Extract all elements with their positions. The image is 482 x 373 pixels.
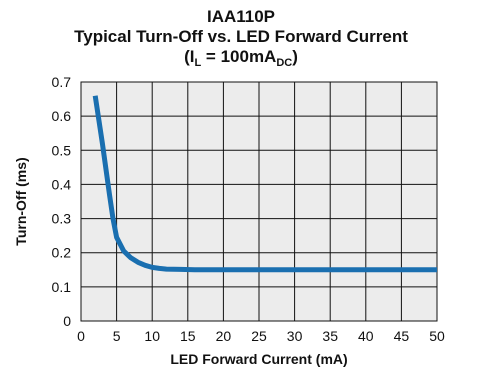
chart-subtitle: Typical Turn-Off vs. LED Forward Current [74,27,408,46]
y-tick-label: 0.2 [52,245,72,261]
x-tick-label: 30 [287,328,303,344]
chart-condition: (IL = 100mADC) [0,47,482,69]
x-tick-label: 50 [429,328,445,344]
y-tick-label: 0.6 [52,108,72,124]
x-tick-label: 10 [144,328,160,344]
y-tick-labels: 0 0.1 0.2 0.3 0.4 0.5 0.6 0.7 [52,74,72,329]
y-axis-label: Turn-Off (ms) [13,157,29,245]
x-tick-labels: 0 5 10 15 20 25 30 35 40 45 50 [77,328,445,344]
series-lines [92,95,437,273]
condition-suffix: ) [292,47,298,66]
plot-frame [80,81,438,322]
y-tick-label: 0.4 [52,176,72,192]
condition-prefix: (I [184,47,195,66]
x-tick-label: 15 [180,328,196,344]
x-tick-label: 45 [394,328,410,344]
condition-mid: = 100mA [201,47,277,66]
x-tick-label: 0 [77,328,85,344]
series-line [92,95,437,273]
x-tick-label: 25 [251,328,267,344]
condition-sub-l: L [194,57,202,69]
grid [80,81,438,322]
y-tick-label: 0 [63,313,71,329]
x-axis-label: LED Forward Current (mA) [170,351,347,367]
chart-title: IAA110P [206,7,276,26]
x-tick-label: 20 [216,328,232,344]
condition-sub-dc: DC [276,57,293,69]
y-tick-label: 0.3 [52,211,72,227]
x-tick-label: 5 [113,328,121,344]
x-tick-label: 40 [358,328,374,344]
y-tick-label: 0.1 [52,279,72,295]
y-tick-label: 0.7 [52,74,72,90]
y-tick-label: 0.5 [52,142,72,158]
x-tick-label: 35 [322,328,338,344]
